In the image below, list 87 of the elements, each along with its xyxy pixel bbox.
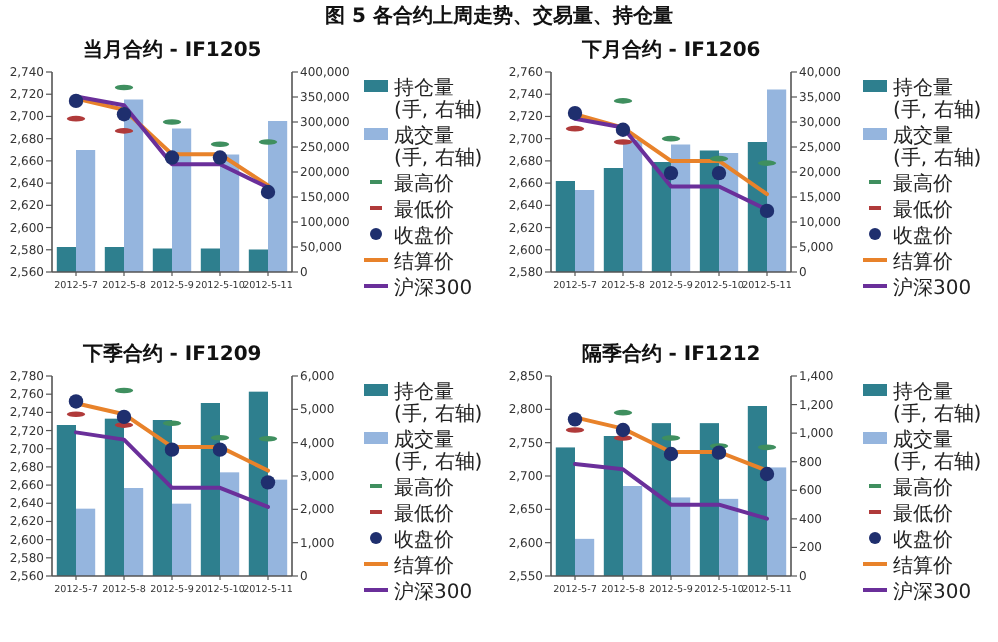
bar [767, 89, 787, 272]
point [68, 394, 84, 409]
legend-label: 结算价 [394, 554, 454, 578]
caption: 图 5 各合约上周走势、交易量、持仓量 [325, 4, 673, 28]
legend-label: 沪深300 [394, 580, 473, 604]
bar [699, 423, 719, 576]
chart-title: 下季合约 - IF1209 [80, 342, 262, 366]
point [260, 184, 276, 200]
point [116, 409, 132, 425]
legend-label: 收盘价 [893, 528, 953, 552]
point [212, 150, 228, 165]
bar [220, 472, 240, 576]
legend-label: 最低价 [394, 502, 454, 526]
point [260, 475, 276, 490]
bar [76, 150, 96, 272]
bar [248, 249, 268, 272]
bar [603, 168, 623, 272]
point [567, 105, 583, 121]
point [164, 442, 180, 457]
point [711, 445, 727, 460]
legend-label: 最低价 [893, 198, 953, 222]
legend-label: 持仓量(手, 右轴) [394, 380, 483, 426]
chart-title: 下月合约 - IF1206 [579, 38, 761, 62]
bar [56, 425, 76, 576]
legend-label: 结算价 [893, 250, 953, 274]
line-series [74, 430, 270, 509]
legend-label: 持仓量(手, 右轴) [394, 76, 483, 122]
legend-label: 成交量(手, 右轴) [394, 124, 483, 170]
bar [719, 498, 739, 576]
legend-label: 最高价 [394, 476, 454, 500]
legend-label: 最高价 [394, 172, 454, 196]
bar [124, 488, 144, 576]
legend-label: 持仓量(手, 右轴) [893, 76, 982, 122]
bar [104, 418, 124, 576]
bar [603, 436, 623, 576]
point [68, 93, 84, 109]
legend-label: 结算价 [893, 554, 953, 578]
point [663, 446, 679, 462]
bar [172, 128, 192, 272]
line-series [573, 462, 769, 521]
point [615, 122, 631, 137]
legend-label: 成交量(手, 右轴) [394, 428, 483, 474]
legend-label: 沪深300 [394, 276, 473, 300]
legend-label: 成交量(手, 右轴) [893, 124, 982, 170]
bar [172, 503, 192, 576]
chart-title: 当月合约 - IF1205 [82, 38, 262, 62]
legend-label: 最低价 [893, 502, 953, 526]
bar [555, 447, 575, 576]
bar [200, 248, 220, 272]
point [663, 165, 679, 181]
bar [623, 140, 643, 272]
bar [104, 247, 124, 272]
bar [747, 406, 767, 576]
bar [671, 497, 691, 576]
chart-title: 隔季合约 - IF1212 [581, 342, 761, 366]
legend-label: 沪深300 [893, 276, 972, 300]
legend-label: 最低价 [394, 198, 454, 222]
point [759, 466, 775, 482]
bar [767, 467, 787, 576]
bar [124, 99, 144, 272]
point [164, 150, 180, 165]
bar [152, 248, 172, 272]
legend-label: 最高价 [893, 172, 953, 196]
legend-label: 沪深300 [893, 580, 972, 604]
legend-label: 结算价 [394, 250, 454, 274]
legend-label: 收盘价 [893, 224, 953, 248]
bar [248, 391, 268, 576]
legend-label: 收盘价 [394, 224, 454, 248]
bar [76, 508, 96, 576]
point [116, 107, 132, 122]
bar [56, 247, 76, 272]
legend-label: 最高价 [893, 476, 953, 500]
legend-label: 持仓量(手, 右轴) [893, 380, 982, 426]
bar [268, 121, 288, 272]
legend-label: 成交量(手, 右轴) [893, 428, 982, 474]
bar [200, 403, 220, 576]
point [759, 203, 775, 219]
bar [623, 486, 643, 576]
point [615, 422, 631, 438]
point [711, 165, 727, 181]
point [567, 412, 583, 427]
point [212, 442, 228, 457]
bar [555, 181, 575, 272]
bar [268, 479, 288, 576]
bar [575, 190, 595, 272]
bar [575, 538, 595, 576]
legend-label: 收盘价 [394, 528, 454, 552]
